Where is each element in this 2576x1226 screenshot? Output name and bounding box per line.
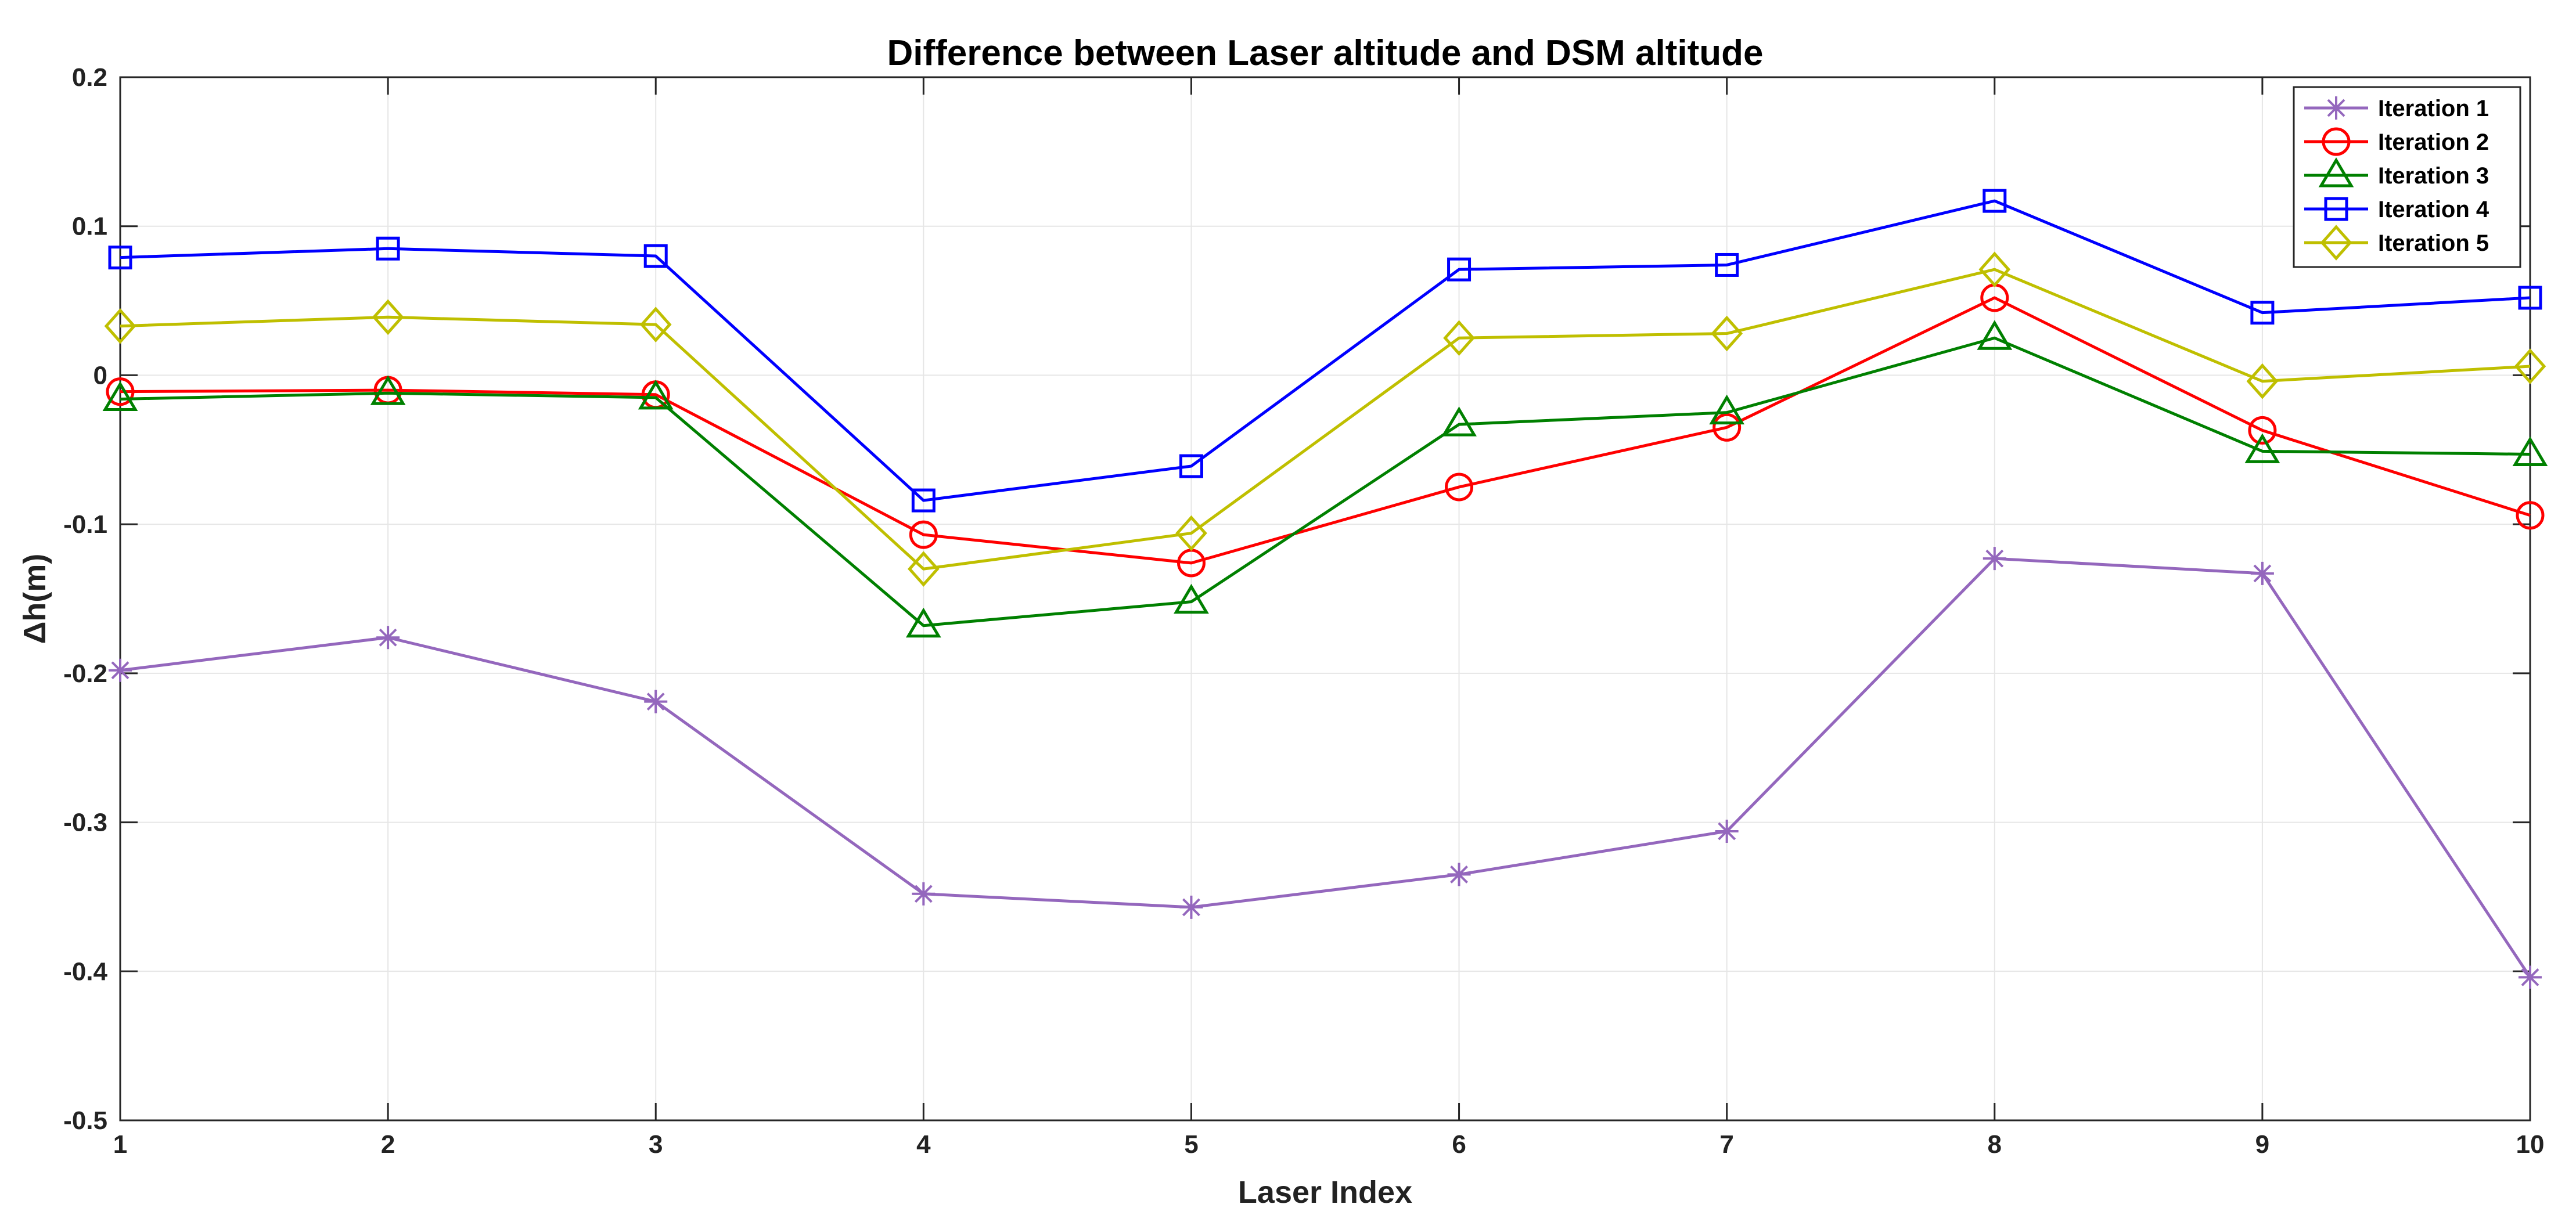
legend-item: Iteration 1 — [2304, 96, 2489, 121]
x-tick-label: 1 — [113, 1130, 127, 1159]
series-5 — [104, 251, 2546, 587]
chart-title: Difference between Laser altitude and DS… — [887, 33, 1764, 73]
data-point — [909, 520, 938, 549]
y-tick-label: -0.2 — [63, 659, 107, 688]
legend-item: Iteration 2 — [2304, 127, 2489, 156]
data-point — [109, 658, 132, 682]
legend-label: Iteration 2 — [2378, 129, 2489, 155]
series-line — [120, 336, 2531, 628]
data-point — [639, 306, 672, 342]
legend-label: Iteration 4 — [2378, 197, 2489, 222]
legend-marker — [2325, 96, 2348, 120]
data-point — [2244, 433, 2280, 463]
data-point — [1983, 547, 2006, 571]
plot-area-frame — [119, 76, 2531, 1122]
x-tick-label: 8 — [1988, 1130, 2002, 1159]
y-tick-label: -0.1 — [63, 510, 107, 539]
x-tick-label: 6 — [1452, 1130, 1466, 1159]
data-point — [1983, 189, 2007, 213]
series-4 — [108, 189, 2542, 513]
series-group — [102, 189, 2548, 989]
data-point — [1712, 413, 1742, 442]
data-point — [1175, 515, 1207, 551]
data-point — [643, 244, 668, 268]
data-point — [1179, 454, 1203, 478]
legend-label: Iteration 5 — [2378, 230, 2489, 256]
data-point — [1977, 320, 2013, 350]
data-point — [2250, 301, 2275, 325]
data-point — [907, 551, 940, 587]
data-point — [1715, 253, 1739, 277]
data-point — [106, 377, 135, 406]
data-point — [2512, 436, 2548, 466]
data-point — [1174, 583, 1209, 614]
axis-ticks: 1 2 3 4 5 6 7 8 9 10 -0.5 -0.4 -0.3 -0.2 -0.1 0 0.1 0.2 — [63, 63, 2544, 1159]
data-point — [104, 308, 136, 344]
legend-marker — [2324, 197, 2348, 221]
data-point — [2246, 363, 2279, 399]
series-line — [120, 296, 2531, 565]
legend-label: Iteration 3 — [2378, 163, 2489, 189]
legend-item: Iteration 3 — [2304, 157, 2489, 189]
series-line — [120, 199, 2531, 502]
data-point — [376, 236, 400, 261]
x-tick-label: 9 — [2255, 1130, 2269, 1159]
x-tick-label: 4 — [916, 1130, 931, 1159]
data-point — [1447, 257, 1472, 282]
legend: Iteration 1 Iteration 2 Iteration 3 Iterati… — [2293, 86, 2521, 268]
y-tick-label: -0.3 — [63, 809, 107, 837]
data-point — [376, 626, 400, 650]
y-tick-label: 0 — [93, 361, 107, 390]
legend-marker — [2318, 157, 2354, 187]
data-point — [644, 690, 668, 713]
legend-label: Iteration 1 — [2378, 96, 2489, 121]
x-tick-label: 7 — [1719, 1130, 1733, 1159]
data-point — [372, 299, 404, 336]
legend-item: Iteration 5 — [2304, 225, 2489, 261]
data-point — [1179, 895, 1203, 919]
legend-item: Iteration 4 — [2304, 197, 2489, 222]
data-point — [1441, 406, 1477, 437]
data-point — [2514, 348, 2546, 384]
x-axis-label: Laser Index — [1238, 1175, 1412, 1210]
data-point — [2250, 561, 2274, 585]
data-point — [638, 380, 674, 410]
legend-box — [2293, 86, 2521, 268]
y-tick-label: -0.4 — [63, 957, 107, 986]
data-point — [1715, 819, 1739, 843]
x-tick-label: 5 — [1184, 1130, 1198, 1159]
data-point — [2519, 965, 2542, 989]
y-axis-label: Δh(m) — [17, 554, 52, 644]
series-line — [120, 557, 2532, 978]
data-point — [102, 381, 138, 412]
data-point — [905, 607, 941, 638]
y-tick-label: 0.2 — [72, 63, 107, 92]
data-point — [1445, 473, 1474, 502]
data-point — [2518, 286, 2542, 310]
legend-marker — [2320, 225, 2352, 261]
data-point — [1978, 251, 2011, 287]
series-3 — [102, 320, 2548, 638]
legend-marker — [2322, 127, 2351, 156]
x-tick-label: 2 — [381, 1130, 395, 1159]
data-point — [912, 882, 936, 906]
data-point — [1447, 863, 1471, 886]
data-point — [108, 246, 132, 270]
y-tick-label: -0.5 — [63, 1106, 107, 1135]
data-point — [911, 488, 936, 513]
y-tick-label: 0.1 — [72, 212, 107, 241]
data-point — [1711, 315, 1743, 352]
series-line — [120, 268, 2531, 571]
data-point — [1709, 394, 1745, 425]
x-tick-label: 10 — [2516, 1130, 2545, 1159]
data-point — [1443, 320, 1475, 356]
data-point — [2516, 501, 2545, 530]
data-point — [2248, 416, 2277, 445]
series-1 — [109, 547, 2542, 989]
x-tick-label: 3 — [649, 1130, 663, 1159]
data-point — [370, 375, 406, 405]
